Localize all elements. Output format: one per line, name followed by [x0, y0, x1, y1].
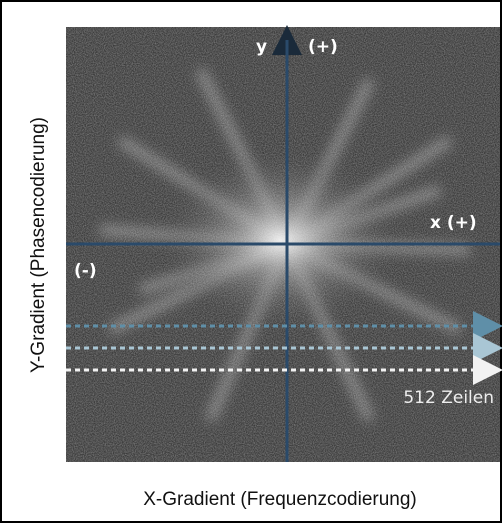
- diagram: y (+) x (+) (-) (-) 512 Zeilen Y-Gradien…: [0, 0, 502, 523]
- y-positive: (+): [308, 37, 338, 57]
- y-axis-title: Y-Gradient (Phasencodierung): [28, 117, 49, 373]
- x-axis-title: X-Gradient (Frequenzcodierung): [143, 489, 417, 510]
- y-negative: (-): [246, 461, 269, 481]
- y-label: y: [256, 37, 267, 57]
- x-negative: (-): [74, 261, 97, 281]
- annotation: 512 Zeilen: [403, 388, 494, 408]
- x-label: x (+): [430, 213, 477, 233]
